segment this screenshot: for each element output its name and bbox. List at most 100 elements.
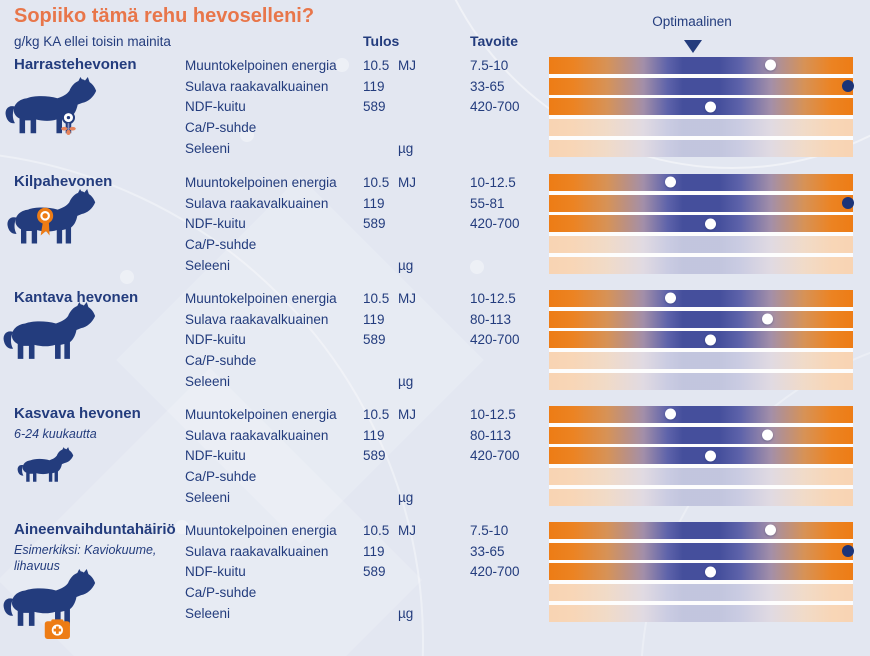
nutrient-rows: Muuntokelpoinen energia 10.5 MJ 10-12.5 … <box>185 172 855 276</box>
range-bar <box>549 289 853 307</box>
range-bar <box>549 119 853 137</box>
range-bar-track <box>549 447 853 465</box>
range-bar-track <box>549 215 853 233</box>
nutrient-label: NDF-kuitu <box>185 448 246 464</box>
nutrient-label: Seleeni <box>185 141 231 157</box>
out-of-range-marker <box>842 545 855 558</box>
result-value: 589 <box>363 448 386 464</box>
result-value: 119 <box>363 78 385 94</box>
nutrient-label: Muuntokelpoinen energia <box>185 522 337 538</box>
unit-label: MJ <box>398 290 416 306</box>
range-bar-track <box>549 77 855 95</box>
range-bar <box>549 173 853 191</box>
result-value: 589 <box>363 332 386 348</box>
range-bar-track <box>549 173 853 191</box>
range-bar-track <box>549 331 853 349</box>
horse-section: Kilpahevonen Muuntokelpoinen energia 10.… <box>0 172 870 288</box>
nutrient-row: Sulava raakavalkuainen 119 55-81 <box>185 193 855 214</box>
result-value: 119 <box>363 311 385 327</box>
section-subtitle: Esimerkiksi: Kaviokuume, lihavuus <box>14 542 157 573</box>
nutrient-row: Seleeni µg <box>185 371 853 392</box>
range-bar <box>549 310 853 328</box>
range-bar-track <box>549 563 853 581</box>
target-range: 420-700 <box>470 564 520 580</box>
range-bar-track <box>549 98 853 116</box>
column-header-result: Tulos <box>363 33 400 49</box>
nutrient-label: Ca/P-suhde <box>185 120 257 136</box>
unit-label: µg <box>398 141 414 157</box>
nutrient-label: Ca/P-suhde <box>185 237 257 253</box>
range-bar <box>549 563 853 581</box>
foal-icon <box>9 442 76 491</box>
nutrient-label: Muuntokelpoinen energia <box>185 57 337 73</box>
horse-section: Kantava hevonen Muuntokelpoinen energia … <box>0 288 870 404</box>
target-range: 33-65 <box>470 78 505 94</box>
range-bar-track <box>549 542 855 560</box>
rosette-icon <box>37 207 54 236</box>
units-note: g/kg KA ellei toisin mainita <box>14 34 171 49</box>
nutrient-row: Sulava raakavalkuainen 119 33-65 <box>185 76 855 97</box>
range-bar <box>549 426 853 444</box>
nutrient-label: Sulava raakavalkuainen <box>185 195 329 211</box>
nutrient-label: NDF-kuitu <box>185 216 246 232</box>
range-bar <box>549 215 853 233</box>
result-value: 589 <box>363 216 386 232</box>
horse-icon <box>0 302 97 373</box>
result-value: 10.5 <box>363 57 390 73</box>
in-range-marker <box>762 429 774 441</box>
in-range-marker <box>704 334 716 346</box>
nutrient-row: Ca/P-suhde <box>185 466 853 487</box>
nutrient-label: Sulava raakavalkuainen <box>185 311 329 327</box>
range-bar <box>549 447 853 465</box>
out-of-range-marker <box>842 197 855 210</box>
unit-label: µg <box>398 606 414 622</box>
range-bar-track <box>549 605 853 623</box>
nutrient-row: Ca/P-suhde <box>185 582 853 603</box>
nutrient-row: Sulava raakavalkuainen 119 80-113 <box>185 425 853 446</box>
target-range: 55-81 <box>470 195 505 211</box>
target-range: 80-113 <box>470 311 512 327</box>
nutrient-label: Muuntokelpoinen energia <box>185 406 337 422</box>
range-bar <box>549 405 853 423</box>
nutrient-row: Muuntokelpoinen energia 10.5 MJ 7.5-10 <box>185 520 853 541</box>
first-aid-kit-icon <box>44 619 70 639</box>
target-range: 7.5-10 <box>470 522 509 538</box>
nutrient-label: Sulava raakavalkuainen <box>185 543 329 559</box>
nutrient-row: Seleeni µg <box>185 138 853 159</box>
nutrient-label: Seleeni <box>185 374 231 390</box>
in-range-marker <box>704 218 716 230</box>
unit-label: MJ <box>398 57 416 73</box>
nutrient-label: Muuntokelpoinen energia <box>185 290 337 306</box>
result-value: 119 <box>363 195 385 211</box>
range-bar-track <box>549 257 853 275</box>
range-bar <box>549 489 853 507</box>
range-bar <box>549 56 853 74</box>
unit-label: MJ <box>398 174 416 190</box>
optimal-label: Optimaalinen <box>652 14 732 29</box>
range-bar <box>549 194 855 212</box>
range-bar-track <box>549 405 853 423</box>
nutrient-row: Seleeni µg <box>185 255 853 276</box>
nutrient-rows: Muuntokelpoinen energia 10.5 MJ 7.5-10 S… <box>185 520 855 624</box>
section-title: Kantava hevonen <box>14 289 139 306</box>
range-bar-track <box>549 119 853 137</box>
range-bar <box>549 236 853 254</box>
nutrient-label: NDF-kuitu <box>185 564 246 580</box>
range-bar <box>549 521 853 539</box>
horse-rosette-icon <box>4 189 97 257</box>
nutrient-row: Muuntokelpoinen energia 10.5 MJ 10-12.5 <box>185 288 853 309</box>
range-bar-track <box>549 194 855 212</box>
unit-label: µg <box>398 258 414 274</box>
horse-section: Harrastehevonen Muuntokelpoinen energia … <box>0 55 870 171</box>
range-bar-track <box>549 236 853 254</box>
unit-label: MJ <box>398 522 416 538</box>
unit-label: µg <box>398 490 414 506</box>
nutrient-label: Ca/P-suhde <box>185 585 257 601</box>
target-range: 10-12.5 <box>470 174 516 190</box>
nutrient-row: Muuntokelpoinen energia 10.5 MJ 10-12.5 <box>185 404 853 425</box>
range-bar <box>549 140 853 158</box>
in-range-marker <box>704 450 716 462</box>
nutrient-label: NDF-kuitu <box>185 99 246 115</box>
range-bar-track <box>549 289 853 307</box>
